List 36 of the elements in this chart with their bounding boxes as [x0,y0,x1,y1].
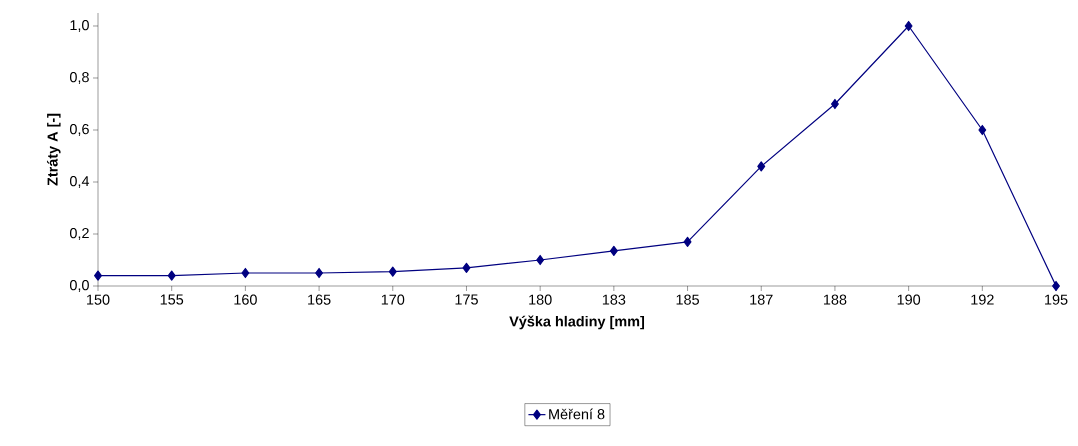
point [978,124,987,136]
point [94,270,102,281]
y-tick-label: 0,4 [69,176,90,188]
point [315,267,324,279]
point [904,20,913,32]
y-tick-label: 0,0 [69,280,89,292]
x-tick-label: 185 [676,294,699,305]
x-tick-label: 183 [602,294,626,305]
x-tick-label: 170 [381,294,405,305]
y-tick-label: 1,0 [70,20,89,32]
point [757,161,766,172]
point [388,266,397,277]
point [241,267,250,279]
legend-label: Měření 8 [549,408,605,420]
x-tick-label: 175 [455,294,478,305]
y-axis-title: Ztráty A [-] [46,113,61,186]
x-axis-title: Výška hladiny [mm] [509,315,645,330]
point [536,254,545,266]
y-tick-label: 0,8 [69,72,89,84]
x-tick-label: 150 [87,294,110,305]
x-tick-label: 160 [234,294,257,305]
point [609,245,618,256]
x-tick-label: 195 [1045,294,1068,305]
x-tick-label: 192 [971,294,994,305]
y-tick-label: 0,2 [69,228,89,240]
x-tick-label: 180 [529,294,552,305]
y-tick-label: 0,6 [69,124,89,136]
point [830,98,839,110]
x-tick-label: 188 [823,294,847,305]
x-tick-label: 187 [750,294,773,305]
x-tick-label: 165 [308,294,331,305]
point [462,262,471,273]
point [683,236,692,247]
point [167,270,176,281]
x-tick-label: 190 [897,294,921,305]
x-tick-label: 155 [160,294,184,305]
